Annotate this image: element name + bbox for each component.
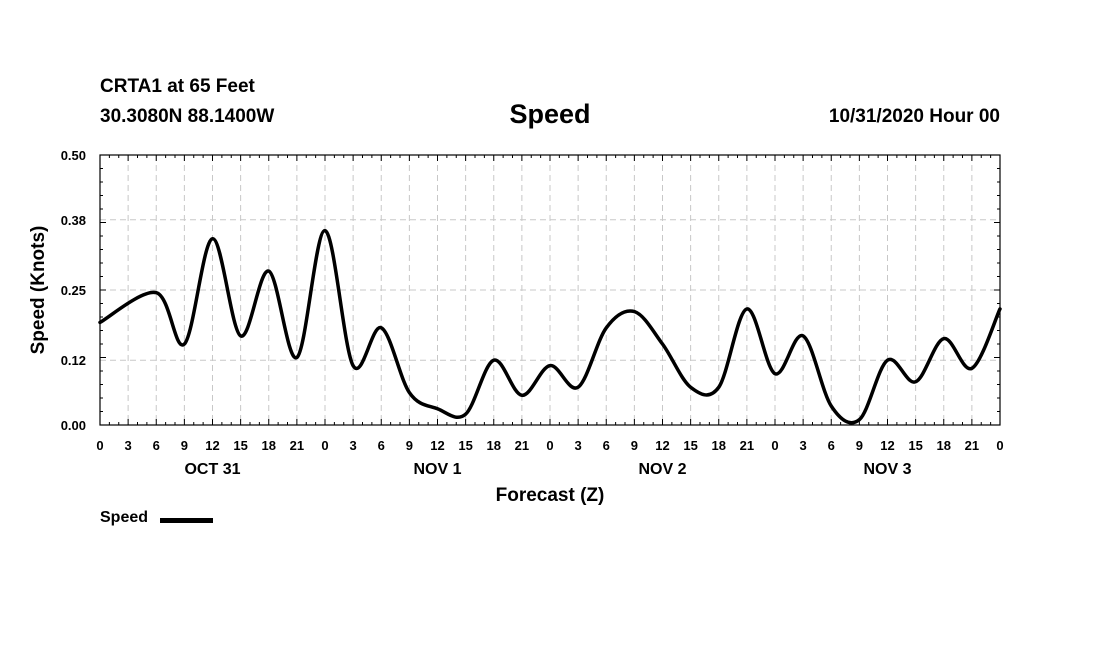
x-tick-label: 0 bbox=[996, 438, 1003, 453]
x-tick-label: 6 bbox=[603, 438, 610, 453]
data-point bbox=[380, 326, 383, 329]
data-point bbox=[689, 386, 692, 389]
x-tick-label: 3 bbox=[125, 438, 132, 453]
data-point bbox=[239, 334, 242, 338]
data-point bbox=[576, 386, 580, 389]
x-tick-label: 18 bbox=[712, 438, 726, 453]
date-label: NOV 2 bbox=[638, 461, 686, 478]
data-point bbox=[886, 359, 889, 362]
x-tick-label: 3 bbox=[350, 438, 357, 453]
data-point bbox=[520, 394, 524, 397]
x-tick-label: 6 bbox=[378, 438, 385, 453]
x-tick-label: 6 bbox=[153, 438, 160, 453]
data-point bbox=[436, 407, 439, 410]
data-point bbox=[548, 364, 552, 367]
data-point bbox=[351, 364, 355, 367]
x-tick-label: 21 bbox=[290, 438, 304, 453]
data-point bbox=[633, 310, 636, 313]
chart-title: Speed bbox=[509, 99, 591, 129]
x-tick-label: 21 bbox=[740, 438, 754, 453]
data-point bbox=[267, 269, 270, 273]
data-point bbox=[801, 334, 805, 338]
date-label: NOV 3 bbox=[863, 461, 911, 478]
y-tick-label: 0.00 bbox=[61, 418, 86, 433]
data-point bbox=[408, 391, 411, 394]
x-tick-label: 18 bbox=[937, 438, 951, 453]
series-line-speed bbox=[98, 228, 1002, 425]
data-point bbox=[211, 237, 214, 240]
x-tick-label: 0 bbox=[771, 438, 778, 453]
data-point bbox=[773, 372, 777, 375]
y-tick-label: 0.38 bbox=[61, 213, 86, 228]
data-point bbox=[492, 359, 495, 362]
data-point bbox=[970, 367, 974, 370]
y-tick-label: 0.25 bbox=[61, 283, 86, 298]
x-tick-label: 15 bbox=[908, 438, 922, 453]
station-coordinates: 30.3080N 88.1400W bbox=[100, 106, 275, 127]
data-point bbox=[323, 229, 327, 232]
x-tick-label: 12 bbox=[880, 438, 894, 453]
x-tick-label: 9 bbox=[181, 438, 188, 453]
data-point bbox=[605, 326, 608, 329]
x-tick-label: 12 bbox=[205, 438, 219, 453]
y-tick-label: 0.50 bbox=[61, 148, 86, 163]
x-tick-label: 9 bbox=[856, 438, 863, 453]
y-tick-label: 0.12 bbox=[61, 353, 86, 368]
data-point bbox=[914, 380, 917, 383]
x-tick-label: 0 bbox=[546, 438, 553, 453]
x-tick-label: 18 bbox=[487, 438, 501, 453]
data-point bbox=[745, 307, 749, 311]
data-point bbox=[98, 321, 102, 324]
x-tick-label: 0 bbox=[321, 438, 328, 453]
data-point bbox=[295, 356, 299, 359]
data-point bbox=[942, 337, 945, 340]
legend-label: Speed bbox=[100, 509, 149, 526]
data-point bbox=[464, 413, 467, 416]
data-point bbox=[858, 418, 861, 421]
data-point bbox=[998, 307, 1002, 311]
x-tick-label: 3 bbox=[575, 438, 582, 453]
x-tick-label: 12 bbox=[655, 438, 669, 453]
data-point bbox=[183, 342, 186, 346]
data-point bbox=[717, 386, 720, 389]
x-tick-label: 15 bbox=[233, 438, 247, 453]
x-tick-label: 3 bbox=[800, 438, 807, 453]
x-tick-label: 0 bbox=[96, 438, 103, 453]
x-tick-label: 21 bbox=[965, 438, 979, 453]
station-title: CRTA1 at 65 Feet bbox=[100, 76, 255, 97]
x-tick-label: 15 bbox=[458, 438, 472, 453]
x-tick-label: 12 bbox=[430, 438, 444, 453]
date-label: NOV 1 bbox=[413, 461, 461, 478]
x-tick-label: 6 bbox=[828, 438, 835, 453]
data-point bbox=[155, 291, 158, 294]
y-axis-title: Speed (Knots) bbox=[28, 226, 49, 355]
x-tick-label: 21 bbox=[515, 438, 529, 453]
x-tick-label: 18 bbox=[262, 438, 276, 453]
data-point bbox=[830, 404, 833, 408]
x-tick-label: 15 bbox=[683, 438, 697, 453]
data-point bbox=[661, 342, 664, 346]
date-label: OCT 31 bbox=[184, 461, 240, 478]
legend-swatch bbox=[160, 518, 213, 523]
x-tick-label: 9 bbox=[631, 438, 638, 453]
x-axis-title: Forecast (Z) bbox=[496, 485, 605, 506]
forecast-run-time: 10/31/2020 Hour 00 bbox=[828, 106, 1000, 127]
x-tick-label: 9 bbox=[406, 438, 413, 453]
